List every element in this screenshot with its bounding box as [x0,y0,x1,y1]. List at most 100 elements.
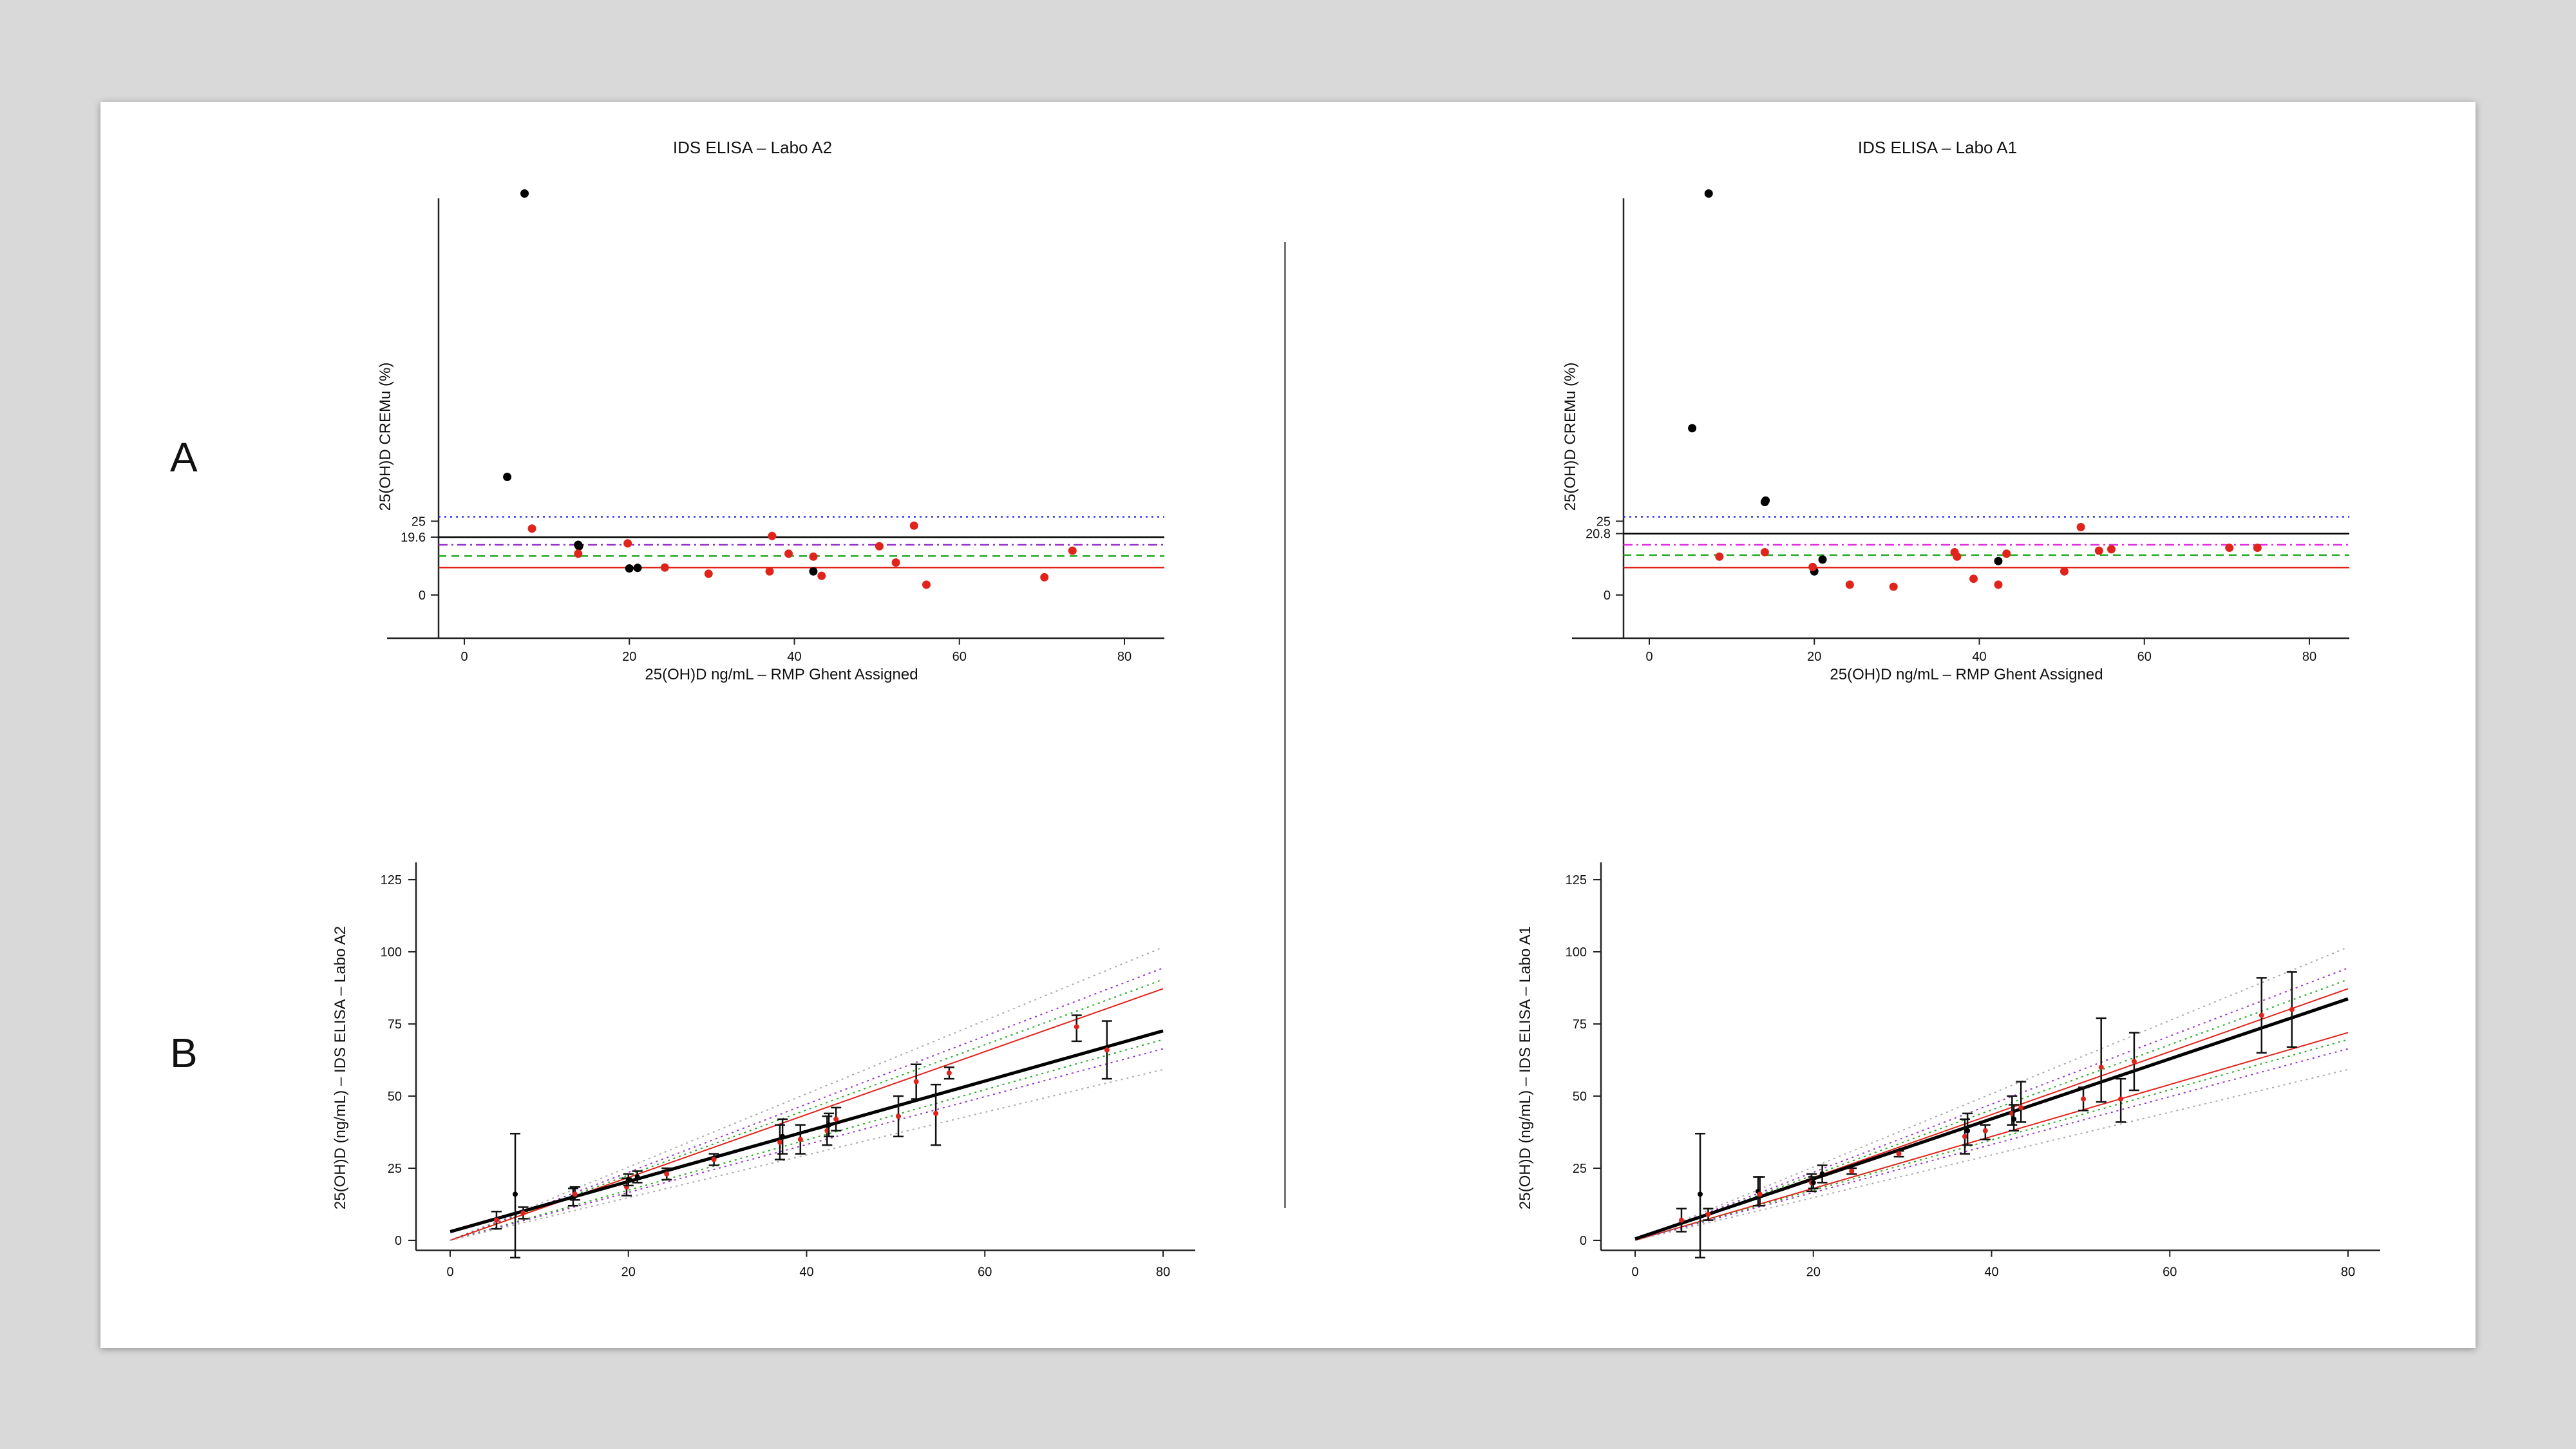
x-tick-label: 80 [2341,1265,2355,1280]
data-point [1889,582,1898,591]
x-tick-label: 80 [2302,650,2316,664]
data-point [1698,1191,1703,1197]
reference-line-6 [1634,1048,2349,1241]
data-point [1040,573,1049,582]
data-point [1074,1024,1079,1030]
data-point [2118,1096,2124,1102]
data-point [503,473,512,482]
data-point [1104,1047,1110,1053]
data-point [2259,1012,2264,1018]
y-axis-label: 25(OH)D (ng/mL) – IDS ELISA – Labo A2 [332,926,349,1209]
y-tick-label: 100 [1566,945,1587,960]
data-point [1068,546,1077,555]
y-axis-label: 25(OH)D (ng/mL) – IDS ELISA – Labo A1 [1517,926,1534,1209]
data-point [1810,1180,1816,1186]
x-tick-label: 20 [621,1265,636,1280]
data-point [574,542,583,551]
y-axis-label: 25(OH)D CREMu (%) [377,363,394,511]
reference-line-1 [450,967,1164,1241]
data-point [625,1177,631,1182]
data-point [513,1191,518,1197]
data-point [1808,562,1817,571]
reference-line-4 [450,1039,1164,1241]
reference-line-2 [450,979,1164,1241]
data-point [913,1079,919,1084]
data-point [1819,1171,1825,1177]
data-point [1969,574,1978,583]
data-point [704,569,713,578]
y-tick-label: 0 [395,1234,402,1248]
data-point [891,558,900,567]
reference-line-0 [1634,946,2349,1241]
data-point [2094,546,2103,555]
data-point [1994,580,2003,589]
data-point [1688,424,1697,433]
y-tick-label: 50 [388,1090,402,1104]
data-point [784,549,793,558]
data-point [797,1137,803,1142]
data-point [2076,522,2085,531]
data-point [1818,555,1827,564]
data-point [809,552,818,561]
chart-a-right: IDS ELISA – Labo A1 0 20.825 0 20 40 60 80 25(OH… [1562,138,2349,683]
data-point [1845,580,1854,589]
data-point [633,564,642,573]
data-point [896,1113,902,1119]
chart-title: IDS ELISA – Labo A2 [673,138,832,157]
x-tick-label: 0 [446,1265,453,1280]
chart-b-left: 0 25 50 75 100 125 0 20 40 60 80 25(OH)D (ng/mL) – … [332,862,1195,1280]
panel-divider [1284,242,1286,1208]
data-point [2225,544,2234,553]
y-tick-label: 125 [1566,873,1587,887]
data-point [574,549,583,558]
regression-line [450,1029,1164,1233]
data-point [833,1116,839,1122]
reference-line-0 [450,946,1164,1241]
data-point [2131,1059,2137,1065]
data-point [2081,1096,2087,1102]
x-tick-label: 60 [952,650,967,664]
data-point [1994,556,2003,565]
reference-line-5 [1634,1039,2349,1241]
y-tick-label: 25 [388,1162,402,1176]
data-point [2289,1007,2295,1012]
y-tick-label: 19.6 [401,531,426,545]
data-point [520,189,529,198]
data-point [1982,1128,1988,1133]
regression-line [1634,997,2349,1241]
x-tick-label: 80 [1156,1265,1170,1280]
y-tick-label: 25 [1596,515,1611,529]
y-axis-label: 25(OH)D CREMu (%) [1562,363,1579,511]
reference-line-2 [1634,979,2349,1241]
x-tick-label: 0 [1645,650,1653,664]
data-point [875,542,884,551]
data-point [664,1171,670,1177]
data-point [1896,1151,1902,1157]
data-point [625,564,634,573]
data-point [1761,496,1770,505]
data-point [765,567,774,576]
x-tick-label: 60 [2137,650,2152,664]
data-point [1757,1191,1763,1197]
y-tick-label: 0 [1604,589,1611,603]
data-point [2107,545,2116,554]
y-tick-label: 100 [381,945,402,960]
data-point [2002,549,2011,558]
y-tick-label: 75 [1573,1018,1587,1032]
x-tick-label: 60 [978,1265,992,1280]
y-tick-label: 75 [388,1018,402,1032]
reference-line-4 [1634,1032,2349,1241]
data-point [2253,544,2262,553]
x-tick-label: 40 [799,1265,813,1280]
data-point [660,563,669,572]
x-axis-label: 25(OH)D ng/mL – RMP Ghent Assigned [1830,666,2103,683]
row-label-b: B [170,1030,198,1076]
data-point [1953,552,1962,561]
x-tick-label: 0 [1631,1265,1638,1280]
chart-title: IDS ELISA – Labo A1 [1858,138,2017,157]
data-point [2018,1104,2024,1110]
y-tick-label: 20.8 [1586,527,1611,542]
data-point [493,1217,499,1223]
x-tick-label: 80 [1117,650,1132,664]
data-point [933,1110,939,1116]
